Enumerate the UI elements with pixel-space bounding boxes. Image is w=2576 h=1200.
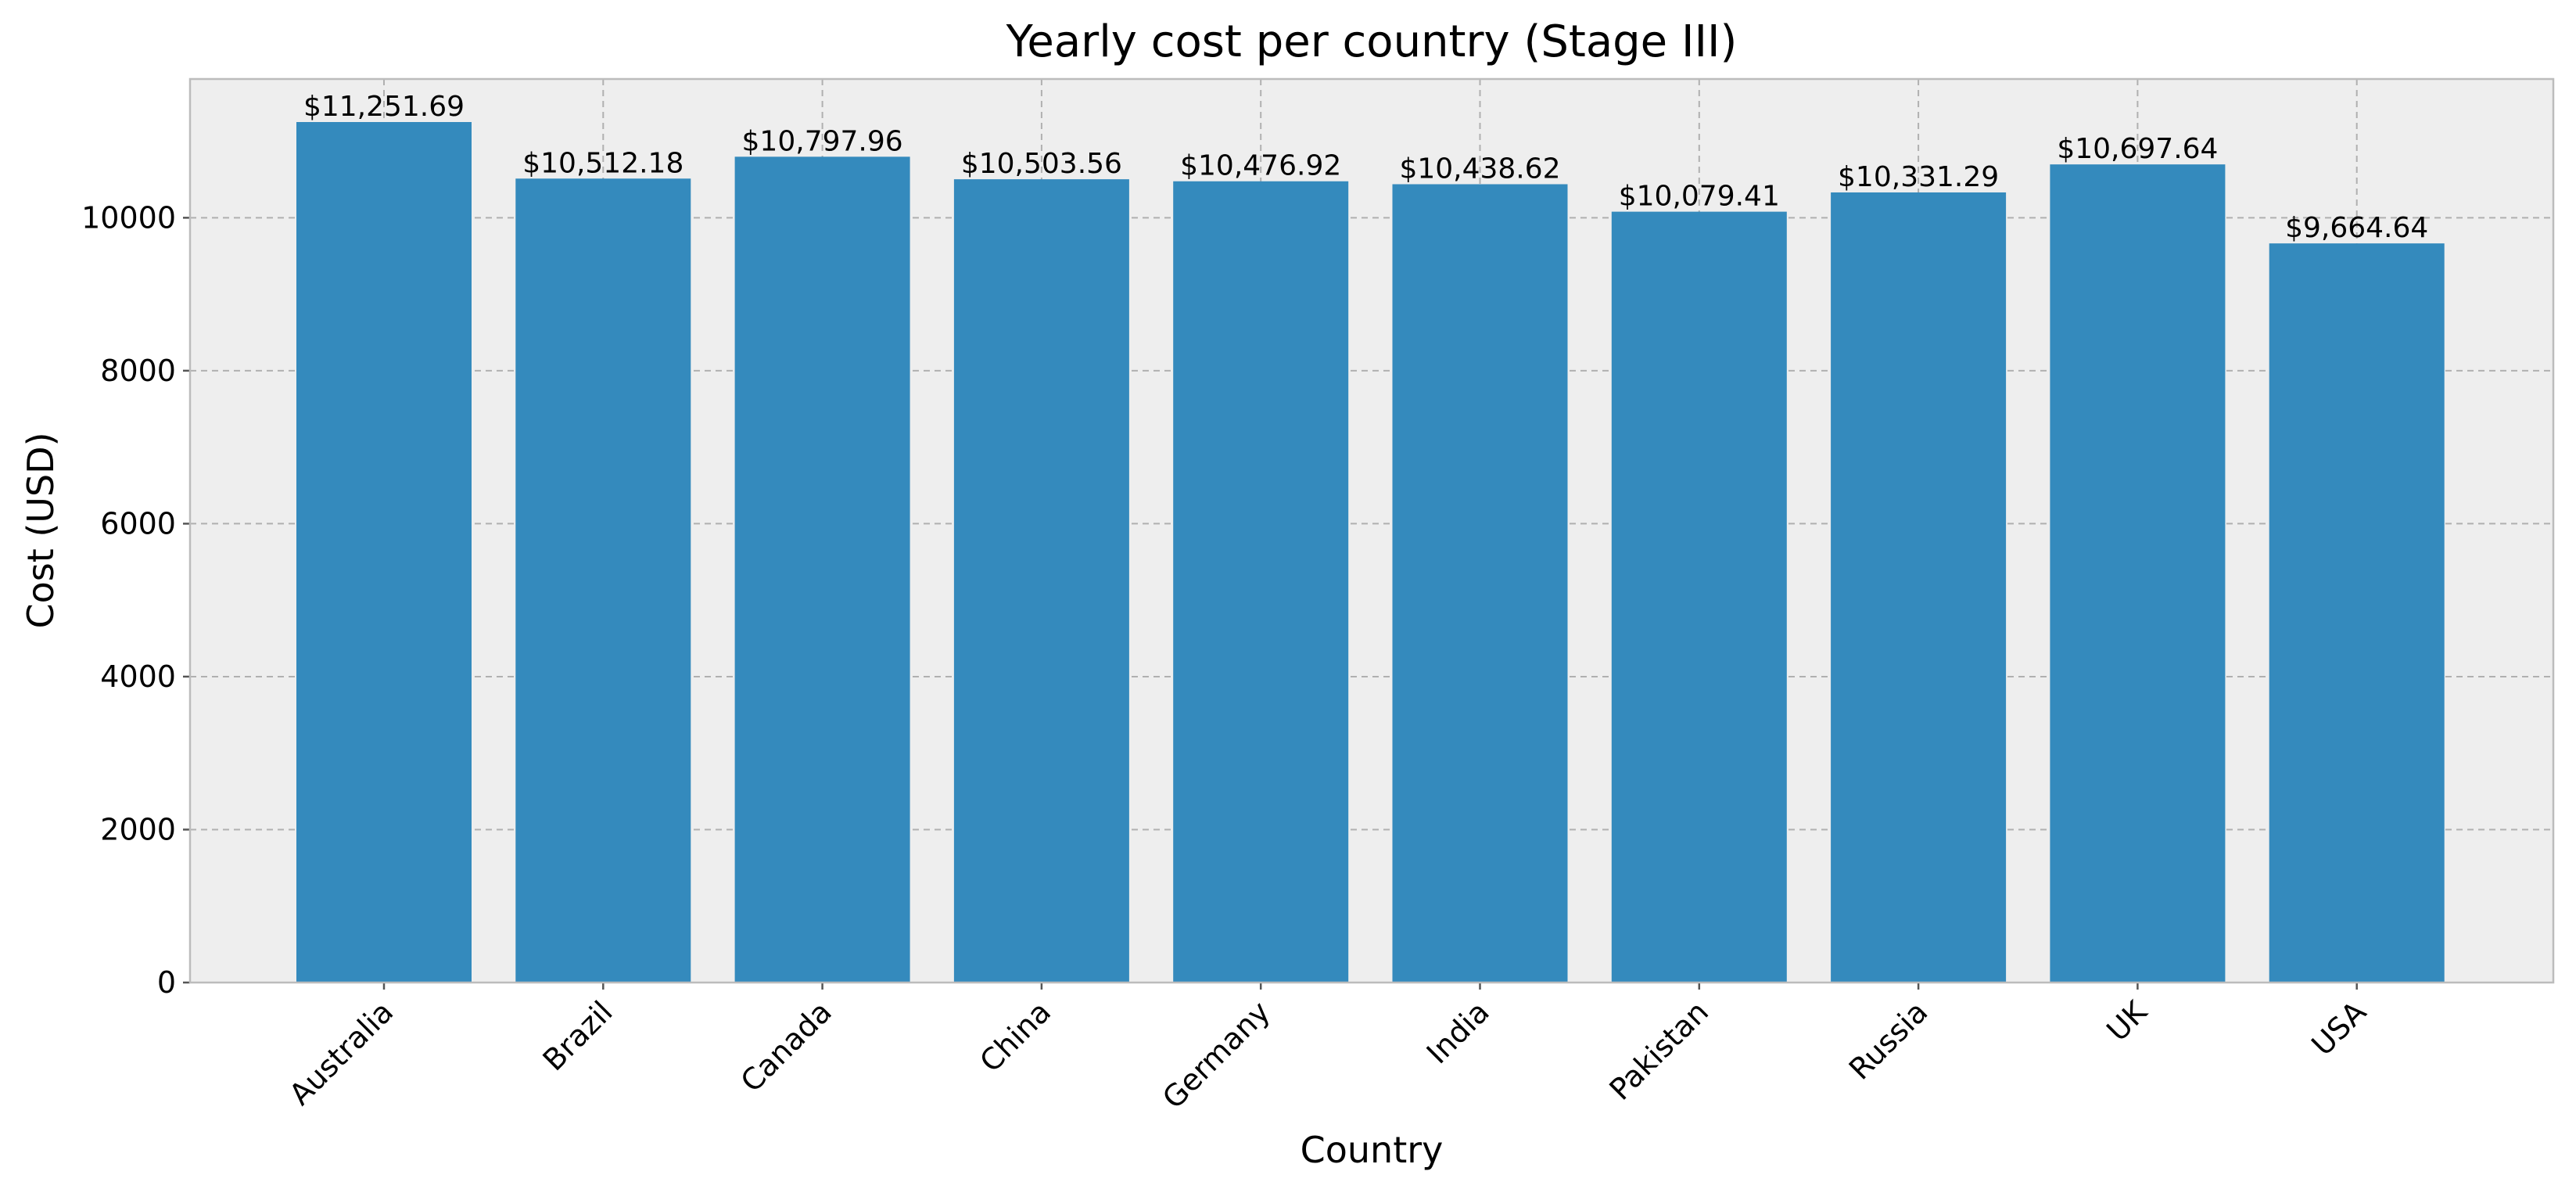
x-tick-label: USA	[2305, 994, 2373, 1062]
bar-canada	[734, 156, 910, 983]
x-tick-label: Pakistan	[1603, 994, 1716, 1107]
bar-china	[953, 179, 1129, 983]
x-tick-label: Australia	[282, 994, 400, 1112]
data-label: $10,476.92	[1180, 150, 1341, 182]
x-tick-label: Brazil	[536, 994, 619, 1077]
x-tick-label: Canada	[734, 994, 838, 1098]
x-tick-label: Russia	[1842, 994, 1935, 1087]
y-tick-label: 4000	[100, 659, 176, 694]
bar-germany	[1173, 181, 1349, 983]
y-axis-label: Cost (USD)	[20, 432, 62, 628]
data-label: $9,664.64	[2285, 212, 2428, 244]
data-label: $11,251.69	[303, 91, 465, 123]
bar-usa	[2269, 243, 2445, 983]
data-label: $10,503.56	[961, 148, 1122, 180]
x-tick-label: India	[1420, 994, 1496, 1070]
y-tick-label: 10000	[81, 200, 176, 235]
bar-india	[1392, 184, 1568, 983]
chart-title: Yearly cost per country (Stage III)	[1006, 16, 1738, 67]
y-tick-label: 0	[157, 965, 176, 1000]
y-tick-label: 6000	[100, 506, 176, 541]
data-label: $10,079.41	[1619, 181, 1780, 213]
bar-pakistan	[1611, 211, 1787, 983]
data-label: $10,697.64	[2057, 133, 2218, 165]
x-axis-label: Country	[1301, 1129, 1444, 1171]
bar-uk	[2050, 164, 2226, 983]
bar-russia	[1831, 192, 2007, 983]
x-tick-label: UK	[2100, 993, 2154, 1047]
bars	[296, 121, 2445, 983]
y-tick-label: 8000	[100, 354, 176, 388]
y-tick-label: 2000	[100, 812, 176, 846]
data-label: $10,512.18	[522, 147, 683, 179]
x-tick-label: Germany	[1156, 994, 1277, 1116]
bar-australia	[296, 121, 472, 983]
x-tick-label: China	[973, 994, 1057, 1079]
data-labels: $11,251.69 $10,512.18 $10,797.96 $10,503.56…	[303, 91, 2428, 244]
data-label: $10,797.96	[742, 125, 903, 157]
data-label: $10,331.29	[1838, 161, 1999, 193]
plot-border	[188, 77, 2555, 984]
bar-brazil	[515, 178, 691, 983]
data-label: $10,438.62	[1399, 153, 1560, 185]
